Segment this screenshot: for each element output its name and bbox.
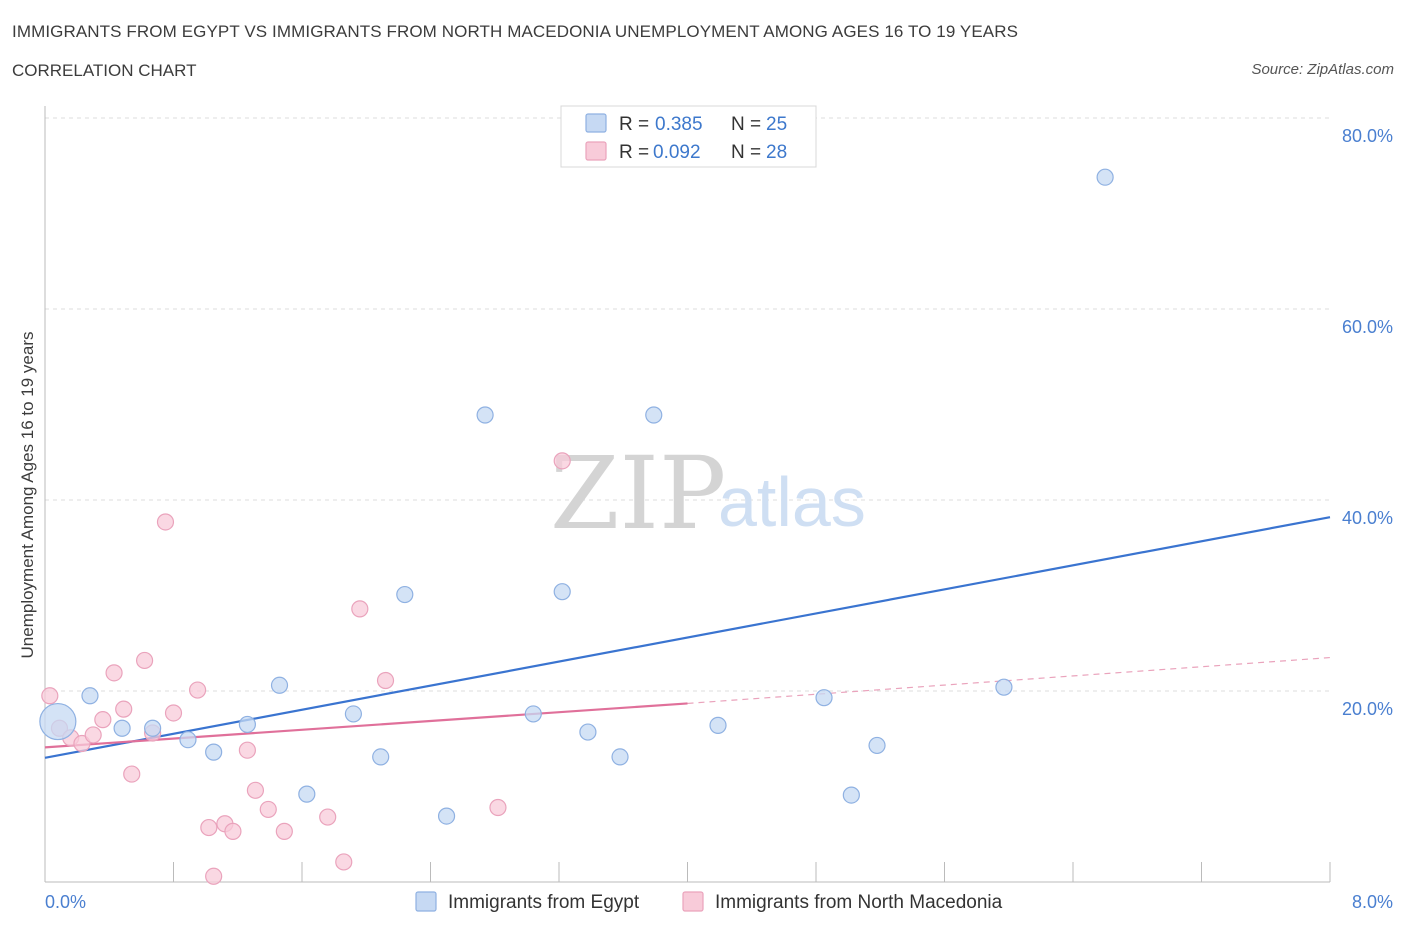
y-tick-label: 80.0% (1342, 126, 1393, 146)
point-macedonia (115, 700, 133, 718)
point-macedonia (335, 853, 353, 871)
point-macedonia (376, 671, 395, 690)
point-egypt (645, 406, 663, 424)
y-axis-label: Unemployment Among Ages 16 to 19 years (18, 332, 37, 659)
chart-title: IMMIGRANTS FROM EGYPT VS IMMIGRANTS FROM… (12, 22, 1019, 41)
point-egypt (1096, 168, 1114, 186)
point-macedonia (224, 822, 242, 840)
point-macedonia (275, 822, 293, 840)
point-macedonia (135, 651, 154, 670)
legend-r-value: 0.385 (655, 114, 703, 135)
point-egypt (205, 743, 223, 761)
point-egypt (81, 687, 99, 705)
x-tick-labels: 0.0% 8.0% (45, 892, 1393, 912)
point-macedonia (259, 800, 277, 819)
legend-swatch-egypt (585, 113, 607, 133)
point-egypt (372, 748, 390, 766)
point-egypt (476, 406, 494, 424)
point-macedonia (123, 765, 141, 783)
bottom-legend-swatch-macedonia (682, 891, 704, 912)
point-egypt (113, 719, 131, 737)
watermark-atlas: atlas (718, 463, 866, 541)
point-macedonia (351, 600, 369, 618)
point-egypt (815, 689, 833, 707)
axes (44, 106, 1331, 883)
point-macedonia (94, 711, 112, 729)
y-tick-label: 60.0% (1342, 317, 1393, 337)
legend-box: R = 0.385 N = 25 R = 0.092 N = 28 (560, 105, 817, 168)
point-egypt (842, 786, 860, 804)
data-points (39, 168, 1114, 885)
point-macedonia (238, 741, 256, 759)
point-macedonia (489, 798, 507, 817)
point-egypt (709, 716, 727, 734)
point-macedonia (246, 781, 265, 799)
point-egypt (344, 705, 362, 723)
point-macedonia (205, 867, 223, 885)
chart-subtitle: CORRELATION CHART (12, 61, 197, 80)
point-macedonia (156, 513, 175, 531)
legend-n-label: N = (731, 114, 761, 135)
trend-lines (44, 516, 1331, 759)
point-egypt (524, 705, 542, 723)
y-tick-labels: 20.0% 40.0% 60.0% 80.0% (1342, 126, 1393, 719)
point-egypt (868, 736, 886, 755)
grid-lines (45, 117, 1330, 692)
bottom-legend: Immigrants from Egypt Immigrants from No… (415, 891, 1003, 913)
legend-swatch-macedonia (585, 141, 607, 161)
point-egypt (437, 807, 456, 825)
bottom-legend-label-egypt: Immigrants from Egypt (448, 892, 640, 913)
point-egypt (144, 719, 162, 737)
point-egypt (995, 678, 1013, 696)
point-egypt (270, 676, 289, 694)
point-macedonia (84, 726, 102, 744)
point-egypt (579, 723, 597, 741)
trend-line-egypt (44, 516, 1331, 759)
watermark-zip: ZIP (550, 435, 726, 552)
legend-r-value: 0.092 (653, 142, 701, 163)
bottom-legend-label-macedonia: Immigrants from North Macedonia (715, 892, 1003, 913)
point-egypt (553, 583, 571, 601)
point-macedonia (105, 664, 123, 682)
legend-n-label: N = (731, 142, 761, 163)
legend-r-label: R = (619, 114, 649, 135)
point-macedonia (319, 808, 337, 826)
x-tick-label: 8.0% (1352, 892, 1393, 912)
point-egypt (611, 748, 629, 766)
point-egypt (39, 702, 77, 741)
y-tick-label: 20.0% (1342, 699, 1393, 719)
point-egypt (396, 585, 414, 604)
source-label: Source: ZipAtlas.com (1251, 61, 1394, 78)
point-egypt (179, 731, 197, 749)
point-macedonia (200, 818, 218, 837)
bottom-legend-swatch-egypt (415, 891, 437, 912)
point-macedonia (188, 681, 207, 699)
legend-n-value: 28 (766, 142, 787, 163)
point-macedonia (41, 687, 59, 705)
point-macedonia (164, 704, 183, 722)
point-egypt (298, 785, 316, 803)
point-macedonia (553, 452, 571, 470)
legend-n-value: 25 (766, 114, 787, 135)
x-tick-label: 0.0% (45, 892, 86, 912)
legend-r-label: R = (619, 142, 649, 163)
y-tick-label: 40.0% (1342, 508, 1393, 528)
point-egypt (238, 715, 256, 734)
